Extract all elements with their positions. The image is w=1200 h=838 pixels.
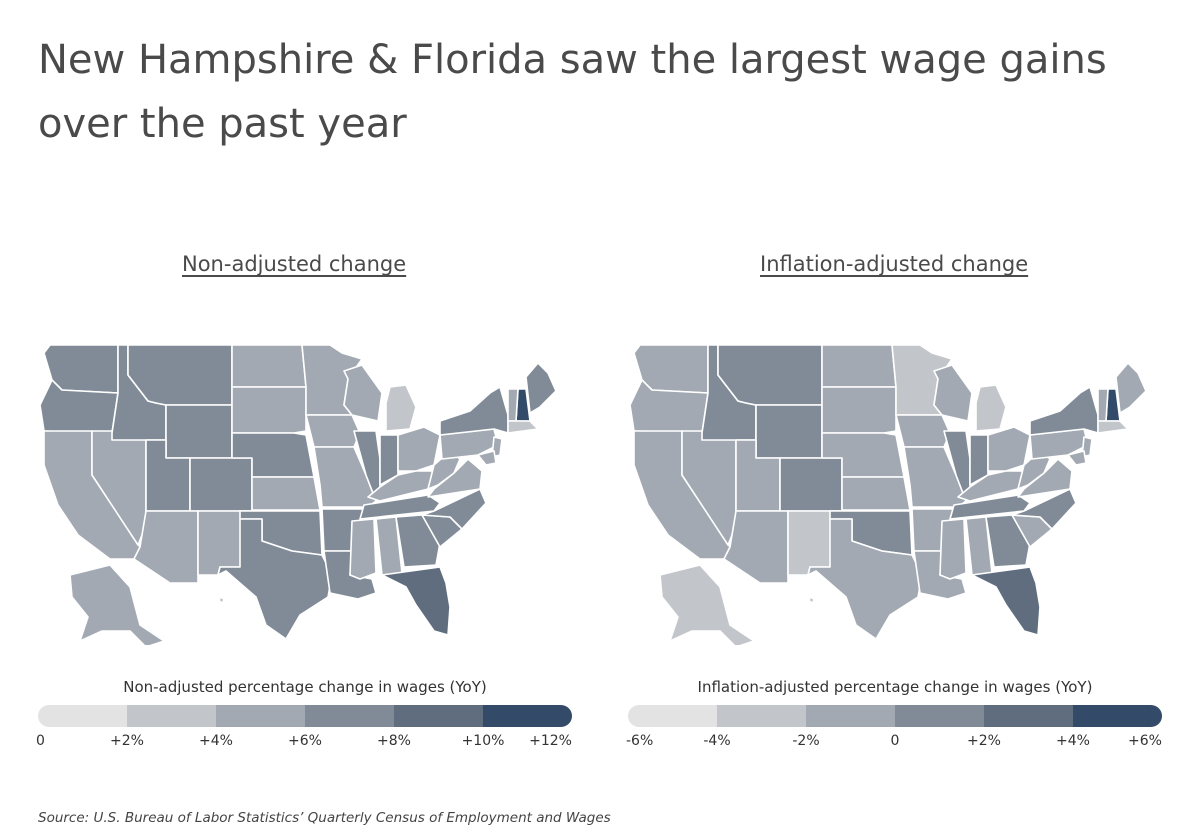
state-wy bbox=[755, 404, 823, 459]
source-note: Source: U.S. Bureau of Labor Statistics’… bbox=[38, 810, 611, 826]
legend-swatch-1 bbox=[717, 705, 806, 727]
map-non-adjusted bbox=[39, 344, 557, 645]
state-ks bbox=[251, 476, 321, 511]
legend-tick-label: +6% bbox=[1128, 733, 1162, 749]
legend-swatch-0 bbox=[628, 705, 717, 727]
state-ia bbox=[305, 414, 361, 448]
state-ny bbox=[439, 386, 509, 436]
state-co bbox=[189, 457, 253, 512]
chart-title: New Hampshire & Florida saw the largest … bbox=[38, 37, 1107, 147]
state-ma bbox=[507, 420, 539, 434]
legend-tick-label: -2% bbox=[792, 733, 820, 749]
legend-tick-label: 0 bbox=[890, 733, 900, 749]
state-az bbox=[133, 510, 199, 584]
legend-tick-label: +2% bbox=[967, 733, 1001, 749]
state-vt bbox=[507, 388, 519, 422]
state-mt bbox=[127, 344, 233, 406]
legend-swatch-5 bbox=[1073, 705, 1162, 727]
legend-swatch-4 bbox=[394, 705, 483, 727]
state-tn bbox=[359, 494, 441, 520]
state-ky bbox=[367, 470, 435, 502]
state-sd bbox=[231, 386, 307, 434]
state-mi bbox=[975, 384, 1007, 432]
legend-title-non-adjusted: Non-adjusted percentage change in wages … bbox=[123, 678, 487, 696]
state-ak bbox=[69, 564, 165, 645]
state-tx bbox=[217, 518, 333, 640]
state-ms bbox=[349, 518, 377, 580]
state-ms bbox=[939, 518, 967, 580]
legend-bar-non-adjusted bbox=[38, 705, 572, 727]
state-me bbox=[1115, 362, 1147, 414]
state-fl bbox=[381, 566, 451, 636]
legend-tick-label: +4% bbox=[199, 733, 233, 749]
state-nd bbox=[231, 344, 307, 388]
legend-swatch-1 bbox=[127, 705, 216, 727]
map-title-inflation-adjusted: Inflation-adjusted change bbox=[760, 252, 1029, 276]
state-ia bbox=[895, 414, 951, 448]
state-wy bbox=[165, 404, 233, 459]
legend-swatch-3 bbox=[305, 705, 394, 727]
legend-swatch-4 bbox=[984, 705, 1073, 727]
state-ks bbox=[841, 476, 911, 511]
legend-ticks-inflation-adjusted: -6% -4% -2% 0 +2% +4% +6% bbox=[626, 733, 1162, 753]
legend-tick-label: -4% bbox=[703, 733, 731, 749]
state-ny bbox=[1029, 386, 1099, 436]
legend-tick-label: +4% bbox=[1056, 733, 1090, 749]
state-wi bbox=[933, 364, 973, 422]
legend-tick-label: -6% bbox=[626, 733, 654, 749]
legend-swatch-2 bbox=[216, 705, 305, 727]
legend-tick-label: +6% bbox=[288, 733, 322, 749]
state-ma bbox=[1097, 420, 1129, 434]
map-title-non-adjusted: Non-adjusted change bbox=[182, 252, 407, 276]
state-tx bbox=[807, 518, 923, 640]
state-md bbox=[477, 450, 497, 466]
state-hi bbox=[218, 596, 225, 604]
state-co bbox=[779, 457, 843, 512]
state-hi bbox=[808, 596, 815, 604]
legend-bar-inflation-adjusted bbox=[628, 705, 1162, 727]
legend-tick-label: +8% bbox=[377, 733, 411, 749]
state-ak bbox=[659, 564, 755, 645]
state-nd bbox=[821, 344, 897, 388]
legend-tick-label: +12% bbox=[529, 733, 572, 749]
legend-ticks-non-adjusted: 0 +2% +4% +6% +8% +10% +12% bbox=[36, 733, 572, 753]
legend-title-inflation-adjusted: Inflation-adjusted percentage change in … bbox=[697, 678, 1093, 696]
state-fl bbox=[971, 566, 1041, 636]
state-wi bbox=[343, 364, 383, 422]
legend-swatch-2 bbox=[806, 705, 895, 727]
map-inflation-adjusted bbox=[629, 344, 1147, 645]
legend-swatch-3 bbox=[895, 705, 984, 727]
legend-tick-label: 0 bbox=[36, 733, 45, 749]
state-sd bbox=[821, 386, 897, 434]
legend-tick-label: +10% bbox=[461, 733, 505, 749]
state-me bbox=[525, 362, 557, 414]
state-ky bbox=[957, 470, 1025, 502]
state-mi bbox=[385, 384, 417, 432]
state-tn bbox=[949, 494, 1031, 520]
state-az bbox=[723, 510, 789, 584]
state-vt bbox=[1097, 388, 1109, 422]
legend-tick-label: +2% bbox=[110, 733, 144, 749]
legend-swatch-5 bbox=[483, 705, 572, 727]
state-mt bbox=[717, 344, 823, 406]
state-md bbox=[1067, 450, 1087, 466]
legend-swatch-0 bbox=[38, 705, 127, 727]
